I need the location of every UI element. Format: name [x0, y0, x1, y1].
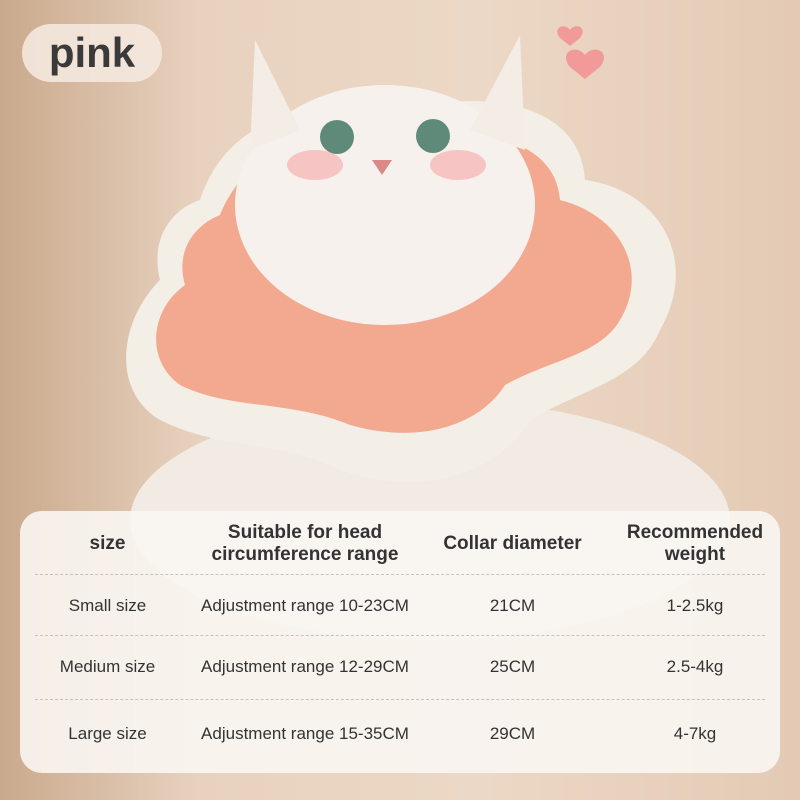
divider	[35, 699, 765, 700]
size-cell: Small size	[68, 596, 147, 615]
cat-ears	[250, 35, 525, 150]
heart-icon	[557, 26, 583, 46]
size-cell: Large size	[68, 724, 147, 743]
color-badge: pink	[22, 24, 162, 82]
cat-eye-right	[416, 119, 450, 153]
size-table: size Suitable for head circumference ran…	[20, 511, 780, 773]
divider	[35, 574, 765, 575]
weight-cell: 1-2.5kg	[666, 596, 724, 615]
table-header: size Suitable for head circumference ran…	[20, 515, 780, 573]
cat-head	[235, 85, 535, 325]
header-weight: Recommended weight	[626, 522, 764, 565]
table-row: Large size Adjustment range 15-35CM 29CM…	[20, 709, 780, 759]
weight-cell: 4-7kg	[673, 724, 717, 743]
blush-right	[430, 150, 486, 180]
blush-left	[287, 150, 343, 180]
range-cell: Adjustment range 15-35CM	[201, 724, 409, 743]
cat-nose	[372, 160, 392, 175]
weight-cell: 2.5-4kg	[666, 657, 724, 676]
header-head-range: Suitable for head circumference range	[211, 522, 399, 565]
size-cell: Medium size	[59, 657, 156, 676]
header-size: size	[89, 533, 126, 554]
divider	[35, 635, 765, 636]
cat-eye-left	[320, 120, 354, 154]
diameter-cell: 25CM	[489, 657, 536, 676]
diameter-cell: 29CM	[489, 724, 536, 743]
header-collar-diameter: Collar diameter	[443, 533, 582, 554]
range-cell: Adjustment range 10-23CM	[201, 596, 409, 615]
heart-icon	[566, 49, 604, 79]
range-cell: Adjustment range 12-29CM	[201, 657, 409, 676]
table-row: Medium size Adjustment range 12-29CM 25C…	[20, 642, 780, 692]
diameter-cell: 21CM	[489, 596, 536, 615]
table-row: Small size Adjustment range 10-23CM 21CM…	[20, 581, 780, 631]
